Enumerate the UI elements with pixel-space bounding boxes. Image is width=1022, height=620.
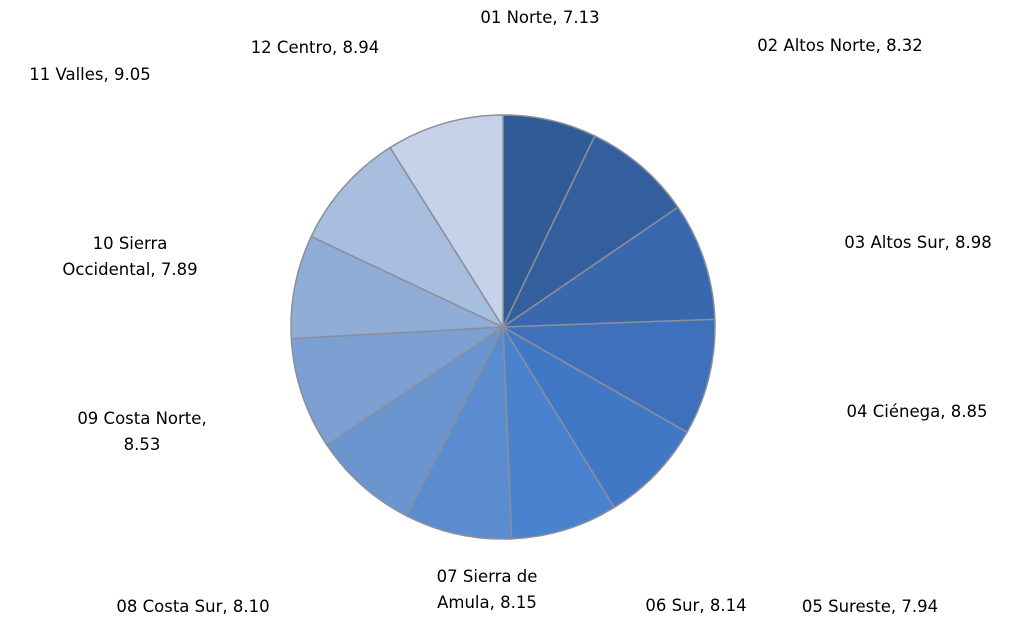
category-label: 09 Costa Norte [77, 409, 202, 428]
pie-slice [502, 326, 689, 509]
value-label: 7.94 [901, 597, 939, 616]
data-label: 11 Valles, 9.05 [29, 65, 151, 84]
category-label: 01 Norte [480, 8, 553, 27]
pie-slice [310, 146, 506, 329]
pie-slice [290, 326, 506, 447]
value-label: 8.94 [342, 38, 380, 57]
value-label: 8.85 [950, 402, 988, 421]
category-label: 11 Valles [29, 65, 104, 84]
data-label: 04 Ciénega, 8.85 [846, 402, 988, 421]
pie-slice [325, 324, 505, 517]
data-label: 01 Norte, 7.13 [480, 8, 600, 27]
pie-slice [290, 235, 504, 340]
category-label: 02 Altos Norte [757, 36, 876, 55]
pie-slice [389, 114, 504, 330]
category-label: 10 Sierra Occidental [62, 234, 168, 279]
category-label: 04 Ciénega [846, 402, 941, 421]
data-label: 09 Costa Norte, 8.53 [77, 409, 207, 454]
data-label: 06 Sur, 8.14 [645, 596, 747, 615]
data-label: 07 Sierra de Amula, 8.15 [436, 567, 538, 612]
pie-slice [502, 324, 616, 540]
data-label: 10 Sierra Occidental, 7.89 [62, 234, 198, 279]
value-label: 8.98 [954, 233, 992, 252]
value-label: 8.14 [709, 596, 747, 615]
value-label: 9.05 [114, 65, 151, 84]
category-label: 08 Costa Sur [116, 597, 223, 616]
value-label: 8.15 [500, 593, 537, 612]
data-label: 02 Altos Norte, 8.32 [757, 36, 923, 55]
data-label: 08 Costa Sur, 8.10 [116, 597, 270, 616]
value-label: 7.13 [562, 8, 600, 27]
value-label: 8.32 [886, 36, 923, 55]
category-label: 03 Altos Sur [844, 233, 945, 252]
data-label: 05 Sureste, 7.94 [801, 597, 939, 616]
data-label: 12 Centro, 8.94 [250, 38, 380, 57]
value-label: 8.53 [123, 435, 161, 454]
pie-slice [500, 318, 716, 434]
pie-slice [501, 134, 679, 330]
category-label: 05 Sureste [801, 597, 891, 616]
pie-slice [500, 206, 716, 328]
value-label: 8.10 [232, 597, 270, 616]
data-label: 03 Altos Sur, 8.98 [844, 233, 992, 252]
category-label: 12 Centro [250, 38, 333, 57]
value-label: 7.89 [160, 260, 198, 279]
category-label: 07 Sierra de Amula [436, 567, 538, 612]
category-label: 06 Sur [645, 596, 700, 615]
pie-slice [405, 324, 513, 540]
